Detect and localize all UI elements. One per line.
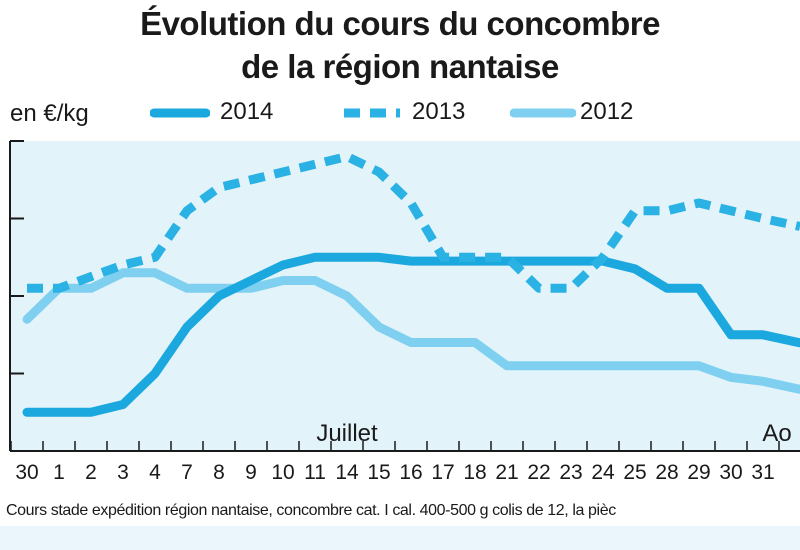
footnote: Cours stade expédition région nantaise, … bbox=[6, 502, 616, 519]
chart-title-line-2: de la région nantaise bbox=[241, 48, 559, 85]
x-tick-label: 2 bbox=[85, 461, 97, 484]
x-tick-label: 14 bbox=[335, 461, 359, 484]
legend-swatch-2014 bbox=[149, 103, 211, 123]
legend-label-2014: 2014 bbox=[220, 98, 274, 125]
y-axis-unit-label: en €/kg bbox=[10, 100, 89, 127]
legend-swatch-2012 bbox=[509, 103, 577, 123]
x-tick-label: 16 bbox=[399, 461, 422, 484]
x-tick-label: 7 bbox=[181, 461, 193, 484]
x-tick-label: 18 bbox=[463, 461, 486, 484]
x-tick-label: 17 bbox=[431, 461, 454, 484]
series-line-2012 bbox=[22, 268, 800, 394]
series-line-2013 bbox=[27, 152, 800, 293]
line-chart: 30 1 2 3 4 7 8 9 10 11 14 15 16 17 18 21 22 23 24 25 28 29 30 3… bbox=[9, 140, 800, 484]
x-tick-label: 25 bbox=[623, 461, 646, 484]
month-label: Juillet bbox=[316, 420, 378, 447]
x-tick-label: 15 bbox=[367, 461, 390, 484]
chart-title-line-1: Évolution du cours du concombre bbox=[140, 5, 660, 42]
x-tick-label: 10 bbox=[271, 461, 294, 484]
x-tick-label: 31 bbox=[751, 461, 774, 484]
x-tick-label: 29 bbox=[687, 461, 710, 484]
month-label: Ao bbox=[762, 420, 791, 447]
x-tick-label: 1 bbox=[53, 461, 65, 484]
legend-label-2012: 2012 bbox=[580, 98, 634, 125]
x-tick-label: 4 bbox=[149, 461, 161, 484]
x-tick-label: 9 bbox=[245, 461, 257, 484]
series-line-2014 bbox=[22, 252, 800, 417]
x-tick-label: 30 bbox=[15, 461, 38, 484]
x-tick-label: 23 bbox=[559, 461, 582, 484]
chart-title: Évolution du cours du concombre de la ré… bbox=[0, 2, 800, 88]
legend-swatch-2013 bbox=[340, 103, 400, 123]
legend-label-2013: 2013 bbox=[412, 98, 466, 125]
bottom-band bbox=[0, 526, 800, 550]
x-tick-label: 8 bbox=[213, 461, 225, 484]
x-tick-label: 22 bbox=[527, 461, 550, 484]
x-tick-label: 3 bbox=[117, 461, 129, 484]
x-tick-label: 24 bbox=[591, 461, 615, 484]
x-tick-label: 11 bbox=[304, 461, 326, 484]
x-tick-label: 30 bbox=[719, 461, 742, 484]
x-tick-label: 21 bbox=[495, 461, 518, 484]
x-tick-label: 28 bbox=[655, 461, 678, 484]
